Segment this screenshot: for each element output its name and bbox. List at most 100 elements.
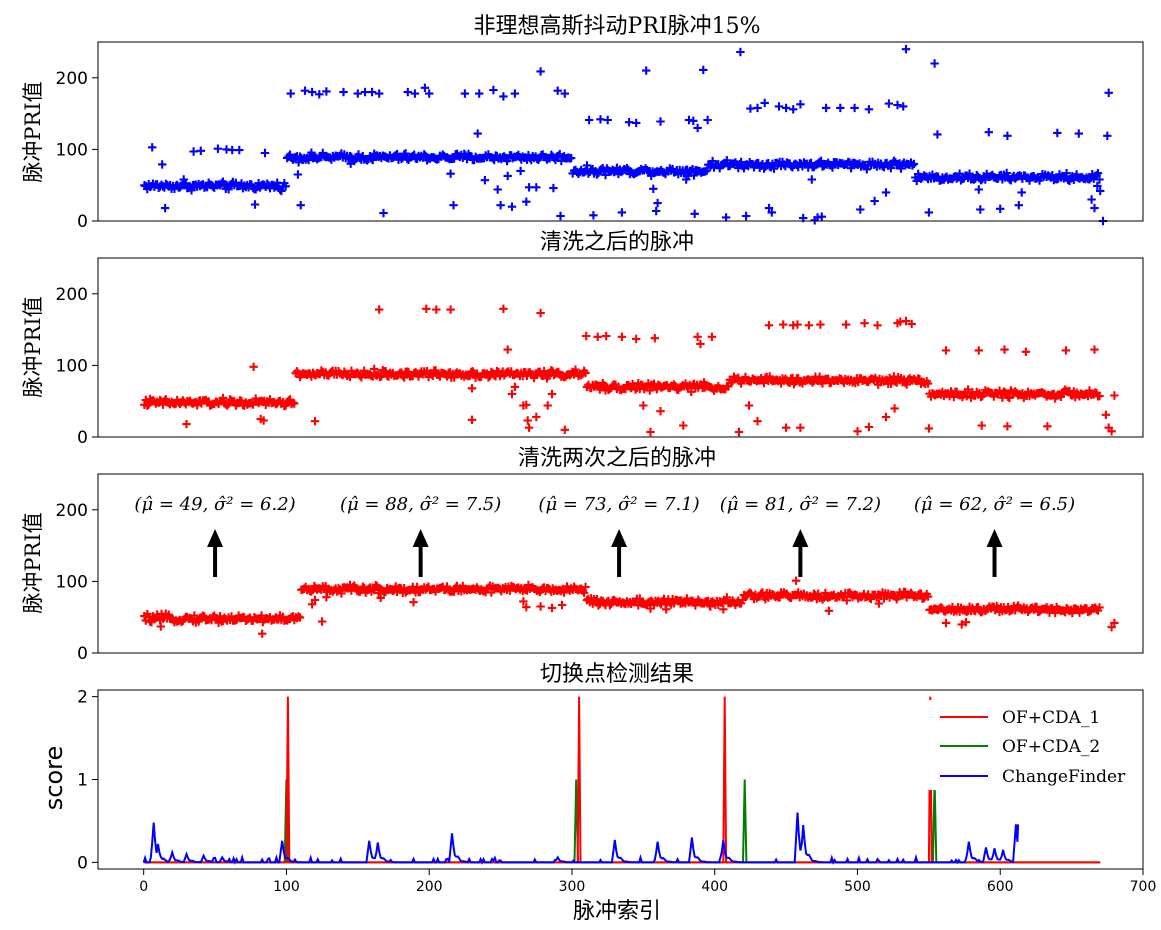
outlier-point: [475, 89, 484, 98]
outlier-point: [507, 202, 517, 211]
data-point: [722, 593, 732, 602]
outlier-point: [300, 86, 310, 95]
data-point: [1068, 608, 1077, 618]
outlier-point: [774, 102, 784, 111]
panel-cleaned-twice-annotations: (μ̂ = 49, σ̂² = 6.2) (μ̂ = 88, σ̂² = 7.5)…: [134, 494, 1075, 577]
panel-score-ylabel: score: [40, 746, 68, 811]
outlier-point: [1017, 188, 1026, 197]
outlier-point: [707, 332, 717, 341]
outlier-point: [250, 200, 260, 209]
outlier-point: [744, 401, 754, 410]
outlier-point: [353, 89, 362, 98]
outlier-point: [258, 629, 267, 638]
data-point: [965, 169, 974, 178]
outlier-point: [1110, 618, 1119, 628]
data-point: [358, 582, 367, 591]
data-point: [263, 179, 272, 188]
outlier-point: [977, 421, 986, 430]
outlier-point: [656, 407, 665, 416]
outlier-point: [652, 206, 661, 216]
panel-cleaned-once: 清洗之后的脉冲 脉冲PRI值 0 100 200: [21, 230, 1144, 448]
data-point: [401, 149, 410, 158]
stats-annotation: (μ̂ = 73, σ̂² = 7.1): [538, 494, 699, 515]
outlier-point: [467, 384, 477, 393]
panel-cleaned-title: 清洗之后的脉冲: [540, 230, 694, 255]
data-point: [582, 161, 592, 170]
data-point: [923, 592, 933, 601]
data-point: [290, 399, 299, 408]
outlier-point: [213, 144, 223, 153]
outlier-point: [346, 159, 355, 168]
outlier-point: [496, 201, 505, 210]
outlier-point: [560, 425, 569, 434]
data-point: [193, 401, 202, 410]
data-point: [215, 612, 225, 621]
outlier-point: [961, 618, 971, 627]
outlier-point: [593, 332, 602, 341]
y-tick-label: 0: [77, 644, 88, 664]
annotation-arrow-head: [611, 529, 628, 547]
outlier-point: [536, 308, 545, 318]
stats-annotation: (μ̂ = 49, σ̂² = 6.2): [134, 494, 295, 515]
data-point: [862, 165, 871, 174]
outlier-point: [317, 617, 327, 626]
data-point: [187, 186, 196, 195]
plot-frame: [97, 473, 1144, 654]
panel-cleaned-twice-axes: 0 100 200: [56, 473, 1144, 664]
outlier-point: [1061, 346, 1071, 355]
outlier-point: [228, 145, 237, 155]
outlier-point: [976, 205, 985, 214]
data-point: [808, 378, 817, 387]
outlier-point: [510, 89, 520, 98]
data-point: [815, 157, 824, 167]
outlier-point: [376, 593, 385, 603]
data-point: [484, 373, 493, 382]
outlier-point: [293, 170, 303, 179]
outlier-point: [307, 600, 317, 609]
outlier-point: [893, 100, 902, 110]
outlier-point: [522, 603, 531, 612]
outlier-point: [1000, 345, 1009, 354]
stats-annotation: (μ̂ = 81, σ̂² = 7.2): [720, 494, 881, 515]
data-point: [909, 159, 919, 169]
outlier-point: [646, 604, 655, 613]
outlier-point: [793, 320, 802, 329]
outlier-point: [884, 99, 894, 108]
outlier-point: [734, 427, 744, 437]
outlier-point: [824, 606, 834, 615]
outlier-point: [901, 316, 911, 326]
panel-cleaned-ylabel: 脉冲PRI值: [21, 296, 45, 397]
outlier-point: [375, 305, 384, 314]
outlier-point: [467, 415, 477, 424]
outlier-point: [662, 605, 671, 614]
outlier-point: [930, 59, 939, 68]
data-point: [1095, 175, 1104, 184]
data-point: [273, 178, 282, 187]
x-tick-label: 700: [1130, 879, 1157, 895]
outlier-point: [160, 203, 170, 213]
outlier-point: [499, 92, 508, 101]
panel-cleaned-points: [140, 304, 1119, 437]
data-point: [902, 380, 911, 389]
data-point: [955, 169, 964, 178]
outlier-point: [632, 334, 641, 344]
outlier-point: [646, 427, 655, 437]
outlier-point: [425, 89, 434, 98]
outlier-point: [322, 87, 331, 96]
outlier-point: [689, 116, 698, 125]
y-tick-label: 1: [77, 771, 88, 791]
outlier-point: [807, 175, 816, 184]
outlier-point: [781, 103, 791, 113]
data-point: [645, 386, 654, 395]
outlier-point: [522, 197, 531, 206]
outlier-point: [741, 211, 751, 221]
outlier-point: [182, 419, 191, 429]
outlier-point: [736, 47, 745, 57]
outlier-point: [367, 87, 377, 97]
outlier-point: [360, 87, 370, 97]
outlier-point: [873, 321, 882, 330]
data-point: [689, 171, 699, 180]
panel-raw-axes: 0 100 200: [56, 41, 1144, 232]
outlier-point: [1103, 131, 1112, 140]
outlier-point: [676, 599, 685, 608]
